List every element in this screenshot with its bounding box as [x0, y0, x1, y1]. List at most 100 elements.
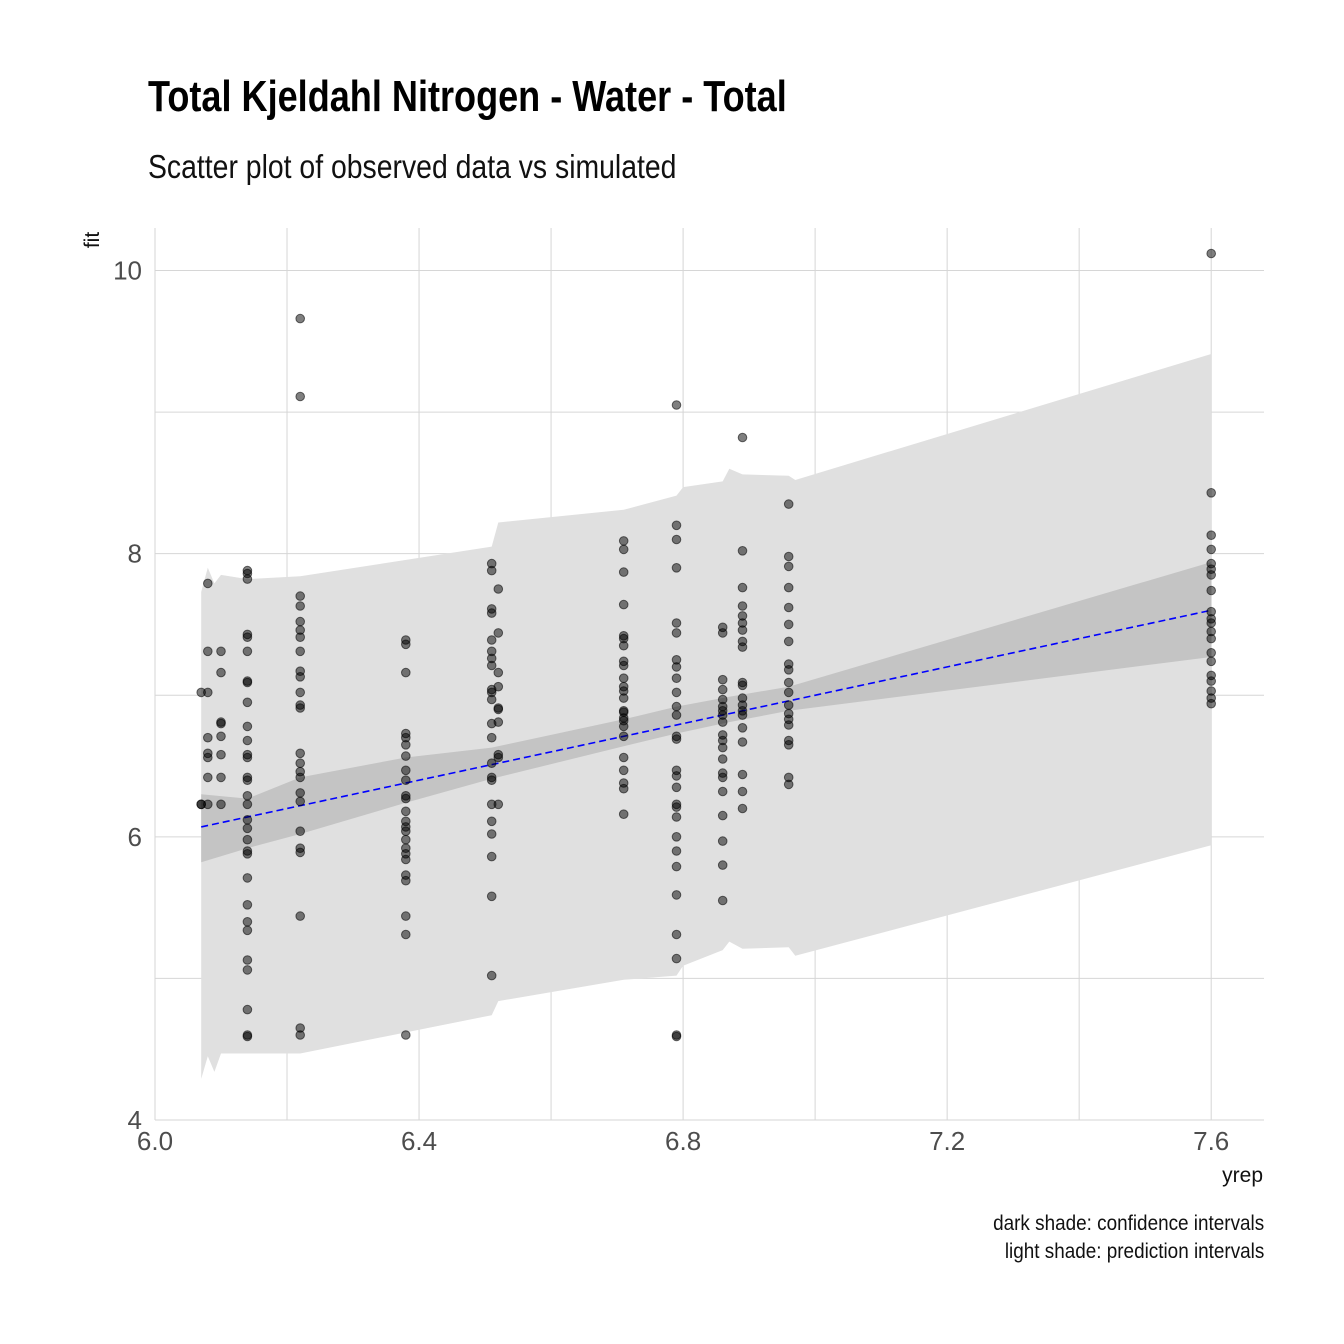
data-point [203, 752, 213, 763]
data-point [216, 718, 226, 729]
data-point [671, 400, 682, 410]
data-point [401, 1030, 411, 1040]
data-point [1206, 698, 1216, 709]
data-point [737, 601, 748, 611]
data-point [242, 697, 253, 708]
data-point [783, 740, 794, 750]
data-point [242, 677, 253, 688]
data-point [618, 567, 629, 577]
data-point [401, 806, 411, 817]
data-point [242, 799, 253, 810]
data-point [295, 391, 306, 402]
data-point [618, 809, 629, 820]
x-tick-label: 6.0 [137, 1126, 173, 1156]
data-point [493, 799, 504, 810]
data-point [295, 616, 306, 627]
caption-prediction: light shade: prediction intervals [1004, 1240, 1264, 1263]
data-point [618, 783, 629, 794]
caption-confidence: dark shade: confidence intervals [992, 1212, 1264, 1235]
data-point [242, 823, 253, 834]
axis-ticks: 6.0 6.4 6.8 7.2 7.6 4 6 8 10 [113, 255, 1229, 1156]
data-point [783, 499, 794, 509]
data-point [295, 826, 306, 837]
data-point [618, 765, 629, 776]
data-point [242, 873, 253, 883]
data-point [486, 635, 497, 645]
y-tick-label: 6 [128, 822, 142, 852]
data-point [493, 667, 504, 678]
data-point [671, 534, 682, 545]
data-point [671, 802, 682, 812]
data-point [717, 836, 728, 846]
data-point [203, 799, 213, 810]
data-point [493, 752, 504, 763]
data-point [671, 710, 682, 720]
data-point [203, 646, 213, 657]
data-point [242, 721, 253, 732]
data-point [783, 602, 794, 613]
interval-bands [201, 354, 1212, 1079]
data-point [401, 834, 411, 845]
data-point [203, 732, 213, 743]
data-point [216, 646, 226, 657]
data-point [216, 772, 226, 783]
data-point [618, 752, 629, 763]
data-point [671, 673, 682, 684]
data-point [242, 900, 253, 910]
data-points [196, 248, 1216, 1042]
data-point [671, 846, 682, 856]
data-point [717, 674, 728, 685]
data-point [486, 694, 497, 705]
data-point [717, 754, 728, 764]
data-point [493, 584, 504, 594]
data-point [737, 786, 748, 797]
data-point [618, 640, 629, 651]
data-point [671, 832, 682, 842]
data-point [401, 751, 411, 761]
data-point [486, 608, 497, 618]
data-point [242, 775, 253, 786]
data-point [671, 929, 682, 940]
data-point [242, 735, 253, 746]
data-point [671, 563, 682, 573]
data-point [493, 704, 504, 715]
data-point [1206, 488, 1216, 498]
data-point [242, 1031, 253, 1042]
x-tick-label: 7.2 [929, 1126, 965, 1156]
data-point [717, 772, 728, 783]
data-point [486, 660, 497, 671]
data-point [1206, 570, 1216, 580]
data-point [783, 687, 794, 698]
data-point [486, 775, 497, 786]
data-point [717, 810, 728, 821]
data-point [737, 723, 748, 733]
data-point [493, 681, 504, 692]
data-point [486, 565, 497, 576]
data-point [295, 772, 306, 783]
data-point [783, 636, 794, 647]
data-point [1206, 656, 1216, 667]
data-point [242, 834, 253, 845]
data-point [493, 628, 504, 638]
data-point [737, 769, 748, 780]
data-point [401, 667, 411, 678]
y-axis-title: fit [81, 232, 104, 249]
data-point [295, 687, 306, 698]
data-point [618, 660, 629, 671]
y-tick-label: 10 [113, 255, 142, 285]
data-point [671, 812, 682, 822]
data-point [737, 625, 748, 635]
data-point [242, 955, 253, 965]
data-point [717, 786, 728, 797]
data-point [618, 721, 629, 732]
data-point [671, 782, 682, 793]
data-point [671, 861, 682, 872]
data-point [486, 891, 497, 902]
data-point [401, 639, 411, 650]
data-point [737, 710, 748, 720]
data-point [216, 799, 226, 810]
data-point [401, 826, 411, 837]
data-point [783, 700, 794, 710]
data-point [216, 749, 226, 760]
